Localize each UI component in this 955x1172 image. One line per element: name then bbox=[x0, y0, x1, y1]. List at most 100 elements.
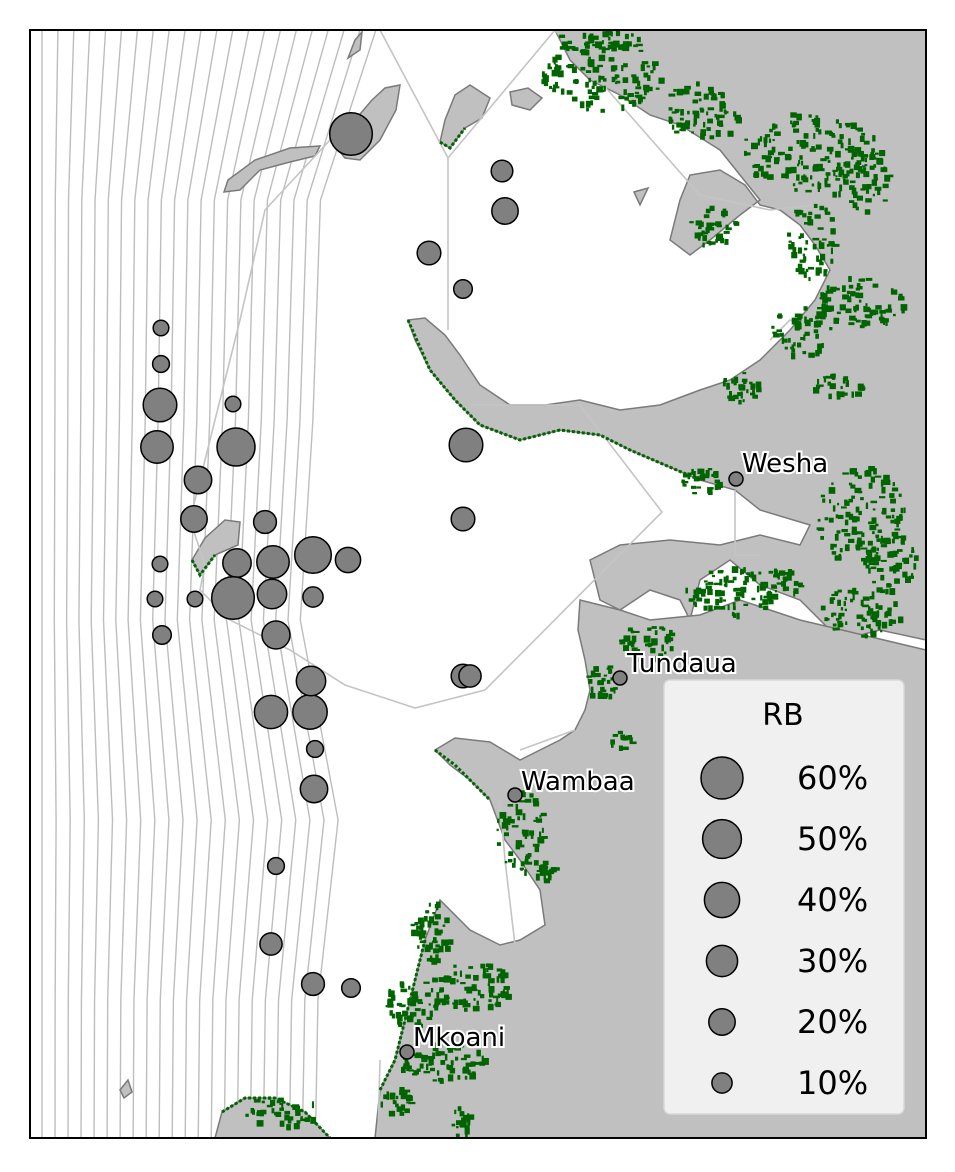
mangrove-patch bbox=[449, 1067, 456, 1074]
mangrove-patch bbox=[817, 343, 822, 351]
mangrove-patch bbox=[426, 1063, 429, 1071]
mangrove-patch bbox=[588, 36, 591, 39]
mangrove-patch bbox=[842, 472, 849, 475]
mangrove-patch bbox=[671, 111, 677, 114]
mangrove-patch bbox=[803, 271, 807, 278]
survey-site-marker bbox=[252, 509, 278, 535]
mangrove-patch bbox=[506, 826, 509, 831]
mangrove-patch bbox=[555, 81, 558, 85]
mangrove-patch bbox=[798, 159, 801, 165]
mangrove-patch bbox=[438, 945, 444, 953]
mangrove-patch bbox=[860, 155, 865, 162]
mangrove-patch bbox=[714, 479, 720, 484]
mangrove-patch bbox=[854, 318, 857, 322]
mangrove-patch bbox=[271, 1108, 275, 1114]
mangrove-patch bbox=[643, 72, 649, 78]
mangrove-patch bbox=[880, 538, 886, 544]
mangrove-patch bbox=[587, 89, 592, 94]
mangrove-patch bbox=[869, 165, 875, 170]
mangrove-patch bbox=[832, 191, 837, 198]
mangrove-patch bbox=[737, 592, 744, 597]
mangrove-patch bbox=[437, 1042, 443, 1048]
legend: RB 60% 50% 40% 30% 20% 10% bbox=[663, 679, 905, 1115]
mangrove-patch bbox=[608, 668, 611, 674]
mangrove-patch bbox=[414, 1001, 417, 1007]
mangrove-patch bbox=[894, 518, 901, 524]
mangrove-patch bbox=[875, 523, 879, 527]
mangrove-patch bbox=[517, 816, 520, 821]
mangrove-patch bbox=[566, 65, 570, 68]
mangrove-patch bbox=[664, 651, 667, 655]
mangrove-patch bbox=[818, 527, 825, 531]
mangrove-patch bbox=[857, 475, 862, 479]
mangrove-patch bbox=[836, 530, 841, 534]
mangrove-patch bbox=[808, 352, 815, 358]
mangrove-patch bbox=[815, 320, 823, 325]
mangrove-patch bbox=[597, 692, 603, 699]
mangrove-patch bbox=[792, 247, 797, 253]
mangrove-patch bbox=[444, 1053, 448, 1061]
mangrove-patch bbox=[590, 670, 596, 678]
mangrove-patch bbox=[525, 854, 529, 857]
mangrove-patch bbox=[891, 487, 899, 492]
mangrove-patch bbox=[830, 242, 835, 245]
mangrove-patch bbox=[820, 536, 824, 540]
mangrove-patch bbox=[427, 920, 432, 928]
mangrove-patch bbox=[861, 532, 865, 537]
mangrove-patch bbox=[555, 54, 562, 60]
depth-contour bbox=[299, 30, 377, 1138]
mangrove-patch bbox=[849, 180, 856, 184]
mangrove-patch bbox=[552, 84, 558, 88]
mangrove-patch bbox=[700, 129, 706, 136]
mangrove-patch bbox=[746, 572, 751, 575]
mangrove-patch bbox=[854, 309, 857, 313]
mangrove-patch bbox=[417, 1001, 423, 1004]
mangrove-patch bbox=[887, 304, 892, 310]
mangrove-patch bbox=[817, 518, 821, 522]
mangrove-patch bbox=[864, 158, 867, 163]
mangrove-patch bbox=[885, 515, 892, 519]
mangrove-patch bbox=[870, 630, 877, 638]
mangrove-patch bbox=[700, 473, 706, 477]
mangrove-patch bbox=[435, 1051, 441, 1057]
mangrove-patch bbox=[865, 549, 872, 554]
mangrove-patch bbox=[716, 484, 721, 490]
mangrove-patch bbox=[898, 616, 904, 624]
mangrove-patch bbox=[555, 64, 558, 68]
place-label-wesha: Wesha bbox=[742, 449, 828, 479]
mangrove-patch bbox=[834, 287, 840, 291]
mangrove-patch bbox=[813, 133, 816, 139]
mangrove-patch bbox=[622, 77, 629, 83]
mangrove-patch bbox=[608, 693, 613, 700]
mangrove-patch bbox=[468, 966, 474, 969]
mangrove-patch bbox=[734, 596, 741, 601]
mangrove-patch bbox=[785, 171, 789, 179]
mangrove-patch bbox=[720, 237, 724, 244]
mangrove-patch bbox=[618, 44, 623, 50]
mangrove-patch bbox=[797, 342, 802, 348]
mangrove-patch bbox=[797, 247, 802, 254]
mangrove-patch bbox=[256, 1120, 264, 1127]
mangrove-patch bbox=[712, 222, 717, 226]
mangrove-patch bbox=[538, 865, 545, 871]
mangrove-patch bbox=[608, 41, 614, 44]
mangrove-patch bbox=[594, 95, 600, 100]
survey-site-marker bbox=[450, 506, 476, 532]
mangrove-patch bbox=[817, 182, 822, 189]
mangrove-patch bbox=[848, 276, 852, 282]
mangrove-patch bbox=[737, 392, 743, 397]
mangrove-patch bbox=[733, 588, 738, 592]
mangrove-patch bbox=[432, 912, 436, 915]
survey-site-marker bbox=[293, 535, 333, 575]
mangrove-patch bbox=[728, 580, 735, 583]
mangrove-patch bbox=[797, 321, 802, 325]
mangrove-patch bbox=[644, 90, 647, 96]
mangrove-patch bbox=[692, 594, 695, 601]
mangrove-patch bbox=[805, 268, 809, 273]
mangrove-patch bbox=[860, 599, 864, 607]
mangrove-patch bbox=[845, 621, 848, 625]
mangrove-patch bbox=[417, 917, 424, 924]
mangrove-patch bbox=[821, 308, 827, 316]
mangrove-patch bbox=[821, 343, 824, 349]
mangrove-patch bbox=[840, 142, 844, 149]
